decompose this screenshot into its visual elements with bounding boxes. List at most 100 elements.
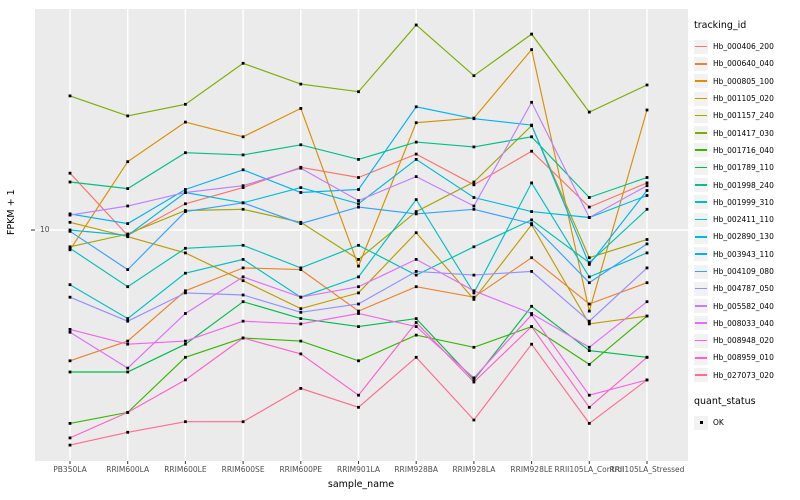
y-axis-tick-label: 10 bbox=[40, 225, 50, 234]
legend-line-icon bbox=[695, 184, 707, 186]
legend-item: Hb_000805_100 bbox=[694, 73, 798, 90]
data-point bbox=[587, 393, 591, 397]
legend-key bbox=[694, 160, 708, 175]
data-point bbox=[645, 108, 649, 112]
data-point bbox=[414, 175, 418, 178]
legend-item: Hb_002890_130 bbox=[694, 228, 798, 245]
data-point bbox=[357, 393, 360, 397]
legend-key bbox=[694, 178, 708, 193]
data-point bbox=[472, 378, 476, 382]
data-point bbox=[587, 422, 591, 425]
data-point bbox=[184, 271, 187, 275]
legend-line-icon bbox=[695, 201, 707, 203]
data-point bbox=[530, 210, 533, 213]
data-point bbox=[299, 387, 303, 390]
data-point bbox=[299, 268, 303, 271]
legend-line-icon bbox=[695, 235, 707, 238]
data-point bbox=[645, 242, 649, 246]
data-point bbox=[645, 314, 649, 318]
legend-item-label: Hb_027073_020 bbox=[713, 370, 774, 380]
data-point bbox=[299, 317, 303, 320]
data-point bbox=[530, 181, 533, 185]
data-point bbox=[645, 355, 649, 359]
legend-line-icon bbox=[695, 132, 707, 134]
data-point bbox=[241, 300, 245, 304]
x-tick-label: RRIM901LA bbox=[337, 465, 380, 474]
quant-status-section: quant_status OK bbox=[694, 396, 798, 431]
data-point bbox=[587, 256, 591, 260]
data-point bbox=[472, 183, 476, 187]
data-point bbox=[241, 266, 245, 270]
data-point bbox=[414, 231, 418, 235]
data-point bbox=[357, 205, 360, 209]
data-point bbox=[68, 171, 72, 175]
data-point bbox=[472, 418, 476, 422]
data-point bbox=[126, 187, 130, 190]
legend-item-label: Hb_001105_020 bbox=[713, 94, 774, 104]
data-point bbox=[357, 188, 360, 191]
legend-line-icon bbox=[695, 80, 707, 82]
data-point bbox=[184, 339, 187, 343]
data-point bbox=[299, 322, 303, 326]
legend-item-label: Hb_008948_020 bbox=[713, 336, 774, 346]
data-point bbox=[357, 202, 360, 206]
legend-item-label: Hb_001157_240 bbox=[713, 111, 774, 121]
data-point bbox=[357, 264, 360, 268]
data-point bbox=[472, 145, 476, 149]
data-point bbox=[68, 370, 72, 374]
data-point bbox=[530, 32, 533, 36]
legend-key bbox=[694, 126, 708, 141]
data-point bbox=[357, 291, 360, 295]
data-point bbox=[126, 339, 130, 343]
legend-line-icon bbox=[695, 374, 707, 376]
quant-status-label: OK bbox=[713, 418, 724, 428]
legend-line-icon bbox=[695, 270, 707, 273]
data-point bbox=[472, 204, 476, 208]
data-point bbox=[126, 204, 130, 208]
data-point bbox=[68, 328, 72, 331]
legend-line-icon bbox=[695, 62, 707, 65]
legend-item-label: Hb_003943_110 bbox=[713, 249, 774, 259]
data-point bbox=[414, 158, 418, 161]
data-point bbox=[241, 243, 245, 247]
legend-key bbox=[694, 281, 708, 296]
data-point bbox=[184, 246, 187, 250]
data-point bbox=[472, 180, 476, 184]
data-point bbox=[241, 258, 245, 261]
legend-item: Hb_000640_040 bbox=[694, 55, 798, 72]
data-point bbox=[587, 349, 591, 352]
data-point bbox=[299, 307, 303, 311]
data-point bbox=[645, 194, 649, 197]
legend-item-label: Hb_001998_240 bbox=[713, 180, 774, 190]
data-point bbox=[184, 355, 187, 359]
legend-line-icon bbox=[695, 322, 707, 324]
data-point bbox=[645, 176, 649, 179]
data-point bbox=[357, 312, 360, 315]
x-tick-label: RRIM928LA bbox=[452, 465, 496, 474]
legend-item: Hb_008948_020 bbox=[694, 332, 798, 349]
x-axis-title: sample_name bbox=[327, 479, 395, 490]
data-point bbox=[126, 430, 130, 434]
data-point bbox=[414, 273, 418, 277]
data-point bbox=[357, 243, 360, 247]
data-point bbox=[414, 333, 418, 337]
data-point bbox=[645, 251, 649, 255]
x-tick-label: RRIM928BA bbox=[394, 465, 439, 474]
data-point bbox=[472, 74, 476, 78]
data-point bbox=[184, 120, 187, 124]
legend-line-icon bbox=[695, 97, 707, 100]
data-point bbox=[530, 325, 533, 328]
legend-key bbox=[694, 368, 708, 383]
data-point bbox=[530, 313, 533, 317]
x-tick-label: RRII105LA_Control bbox=[554, 465, 625, 474]
data-point bbox=[241, 207, 245, 211]
data-point bbox=[68, 180, 72, 184]
data-point bbox=[126, 114, 130, 118]
data-point bbox=[241, 336, 245, 340]
data-point bbox=[472, 376, 476, 380]
data-point bbox=[472, 196, 476, 199]
data-point bbox=[357, 90, 360, 94]
legend-item: Hb_001716_040 bbox=[694, 142, 798, 159]
legend-item: Hb_002411_110 bbox=[694, 211, 798, 228]
data-point bbox=[126, 285, 130, 289]
